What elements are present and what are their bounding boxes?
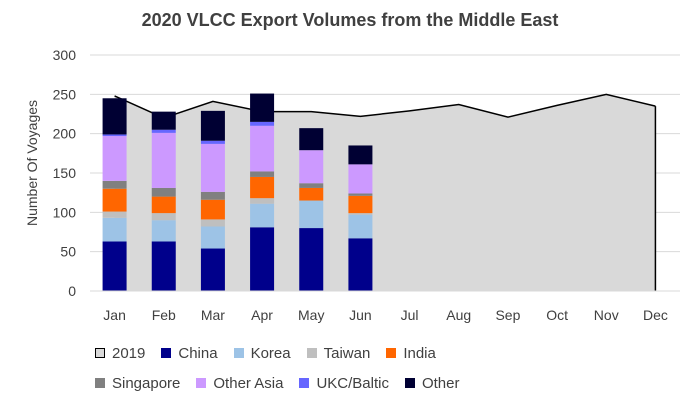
legend-item: India xyxy=(386,345,436,362)
legend-swatch xyxy=(161,348,172,358)
bar-taiwan xyxy=(151,213,176,221)
bar-other-asia xyxy=(102,136,127,181)
bar-china xyxy=(250,227,275,291)
bar-china xyxy=(102,241,127,291)
bar-china xyxy=(200,248,225,291)
y-axis-title: Number Of Voyages xyxy=(24,100,40,226)
bar-other xyxy=(151,111,176,130)
bar-other-asia xyxy=(250,125,275,172)
bar-korea xyxy=(250,203,275,228)
bar-korea xyxy=(299,200,324,229)
bar-india xyxy=(102,188,127,212)
legend-label: Other Asia xyxy=(213,374,284,392)
bar-india xyxy=(299,187,324,201)
bar-other xyxy=(200,110,225,141)
bar-korea xyxy=(102,217,127,242)
legend-item: Other xyxy=(404,374,460,392)
legend-swatch xyxy=(306,348,317,358)
bar-singapore xyxy=(250,171,275,177)
legend-row: 2019 China Korea Taiwan India xyxy=(95,338,655,368)
y-tick-label: 0 xyxy=(68,283,76,299)
bar-other xyxy=(102,98,127,135)
x-tick-label: Sep xyxy=(495,307,520,323)
x-tick-label: Mar xyxy=(201,307,225,323)
bar-india xyxy=(151,196,176,214)
bar-other-asia xyxy=(151,132,176,188)
x-tick-label: Jun xyxy=(349,307,372,323)
legend-swatch xyxy=(386,348,397,358)
legend-label: UKC/Baltic xyxy=(316,374,389,392)
legend-item: China xyxy=(161,344,218,362)
bar-china xyxy=(299,228,324,291)
bar-other xyxy=(250,93,275,122)
bar-singapore xyxy=(299,183,324,188)
legend-swatch xyxy=(95,378,105,388)
bar-singapore xyxy=(151,187,176,197)
bar-singapore xyxy=(102,180,127,189)
legend-item: UKC/Baltic xyxy=(299,375,389,392)
bar-other-asia xyxy=(200,143,225,192)
legend-swatch xyxy=(404,378,415,388)
legend-label: Other xyxy=(421,374,460,392)
x-tick-label: Aug xyxy=(446,307,471,323)
y-tick-label: 50 xyxy=(60,244,76,260)
bar-korea xyxy=(200,226,225,249)
legend-item: Singapore xyxy=(95,375,180,392)
y-tick-label: 150 xyxy=(53,165,77,181)
legend-label: Singapore xyxy=(112,374,181,392)
bar-singapore xyxy=(348,193,373,196)
legend-item: Other Asia xyxy=(196,375,283,392)
x-tick-label: Apr xyxy=(251,307,273,323)
area-2019-line xyxy=(114,93,656,119)
legend-label: India xyxy=(403,344,436,362)
legend-item: Korea xyxy=(233,344,291,362)
bar-other xyxy=(299,128,324,151)
x-tick-label: Dec xyxy=(643,307,668,323)
bar-china xyxy=(348,238,373,291)
y-tick-label: 200 xyxy=(53,126,77,142)
legend-swatch xyxy=(233,348,244,358)
bar-taiwan xyxy=(250,198,275,204)
bar-ukc-baltic xyxy=(151,129,176,133)
bar-taiwan xyxy=(200,219,225,227)
x-tick-label: Feb xyxy=(152,307,176,323)
chart-legend: 2019 China Korea Taiwan India Singapore Other … xyxy=(95,338,655,398)
legend-swatch xyxy=(196,378,207,388)
bar-china xyxy=(151,241,176,291)
x-tick-label: Jul xyxy=(401,307,419,323)
bar-singapore xyxy=(200,191,225,200)
bar-india xyxy=(200,199,225,220)
bar-ukc-baltic xyxy=(102,134,127,137)
y-tick-label: 300 xyxy=(53,47,77,63)
legend-label: China xyxy=(178,344,218,362)
y-tick-label: 250 xyxy=(53,86,77,102)
bar-ukc-baltic xyxy=(250,121,275,126)
chart-title: 2020 VLCC Export Volumes from the Middle… xyxy=(141,10,559,30)
x-tick-label: May xyxy=(298,307,324,323)
legend-label: 2019 xyxy=(112,344,146,362)
x-tick-label: Oct xyxy=(546,307,568,323)
legend-label: Taiwan xyxy=(323,344,371,362)
bar-other xyxy=(348,145,373,165)
legend-swatch xyxy=(95,348,105,358)
x-tick-label: Jan xyxy=(103,307,126,323)
legend-item: 2019 xyxy=(95,345,145,362)
y-tick-label: 100 xyxy=(53,204,77,220)
area-2019 xyxy=(114,94,656,291)
bar-korea xyxy=(151,220,176,242)
bar-taiwan xyxy=(102,211,127,218)
x-tick-label: Nov xyxy=(594,307,619,323)
bar-india xyxy=(250,176,275,199)
bar-india xyxy=(348,195,373,214)
legend-row: Singapore Other Asia UKC/Baltic Other xyxy=(95,368,655,398)
legend-item: Taiwan xyxy=(306,344,371,362)
bar-ukc-baltic xyxy=(200,140,225,144)
legend-swatch xyxy=(299,378,310,388)
bar-other-asia xyxy=(299,150,324,184)
bar-taiwan xyxy=(348,213,373,215)
bar-korea xyxy=(348,214,373,239)
legend-label: Korea xyxy=(250,344,291,362)
bar-other-asia xyxy=(348,164,373,194)
